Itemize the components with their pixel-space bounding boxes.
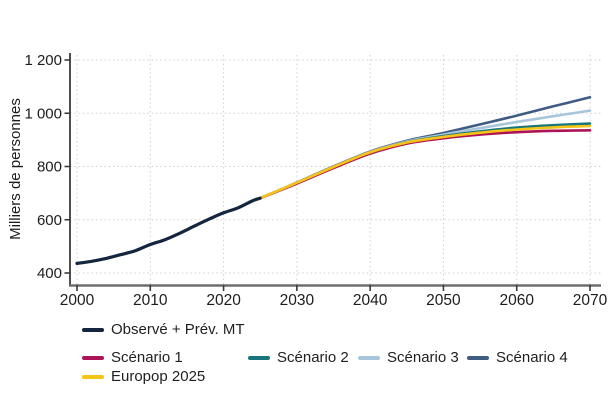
- legend-swatch: [82, 356, 104, 360]
- x-tick-label: 2030: [280, 292, 315, 309]
- legend-item: Scénario 1: [82, 349, 183, 367]
- y-tick-label: 800: [37, 159, 62, 176]
- series-Scénario 2: [258, 122, 592, 200]
- legend-item: Observé + Prév. MT: [82, 321, 245, 339]
- series-Scénario 4: [258, 96, 592, 200]
- legend-swatch: [248, 356, 270, 360]
- legend-swatch: [82, 328, 104, 332]
- legend-item: Scénario 4: [467, 349, 568, 367]
- y-tick-label: 400: [37, 265, 62, 282]
- series-Observé + Prév. MT: [75, 196, 262, 265]
- legend-swatch: [82, 375, 104, 379]
- x-tick-label: 2060: [499, 292, 534, 309]
- y-tick-label: 1 000: [24, 105, 62, 122]
- legend-swatch: [467, 356, 489, 360]
- legend-item: Scénario 3: [358, 349, 459, 367]
- legend-label: Scénario 1: [111, 349, 183, 366]
- series-Europop 2025: [258, 124, 592, 200]
- y-axis-title: Milliers de personnes: [7, 98, 24, 240]
- y-tick-label: 600: [37, 212, 62, 229]
- legend-label: Europop 2025: [111, 368, 206, 385]
- x-tick-label: 2000: [60, 292, 95, 309]
- x-tick-label: 2020: [206, 292, 241, 309]
- legend-label: Scénario 2: [277, 349, 349, 366]
- y-tick-label: 1 200: [24, 52, 62, 69]
- x-tick-label: 2070: [573, 292, 608, 309]
- legend-label: Scénario 4: [496, 349, 568, 366]
- legend-label: Scénario 3: [387, 349, 459, 366]
- x-tick-label: 2040: [353, 292, 388, 309]
- x-tick-label: 2010: [133, 292, 168, 309]
- legend-label: Observé + Prév. MT: [111, 321, 245, 338]
- legend-item: Europop 2025: [82, 368, 205, 386]
- series-Scénario 3: [258, 109, 592, 200]
- legend-swatch: [358, 356, 380, 360]
- x-tick-label: 2050: [426, 292, 461, 309]
- legend-item: Scénario 2: [248, 349, 349, 367]
